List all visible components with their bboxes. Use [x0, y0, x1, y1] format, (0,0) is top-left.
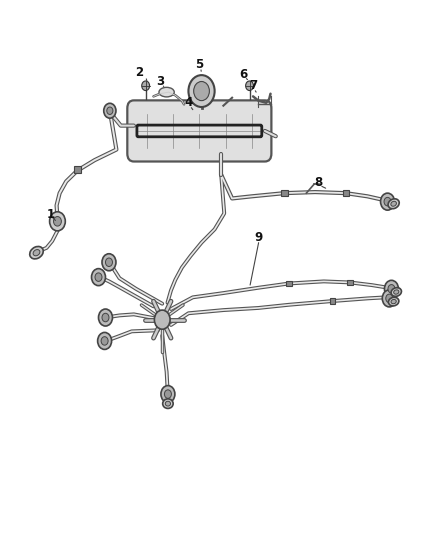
FancyBboxPatch shape — [127, 100, 272, 161]
Bar — [286, 281, 292, 286]
Text: 8: 8 — [314, 176, 323, 189]
Ellipse shape — [159, 87, 174, 97]
Bar — [74, 166, 81, 173]
Circle shape — [53, 216, 61, 226]
Ellipse shape — [162, 399, 173, 408]
Bar — [330, 298, 336, 304]
Text: 5: 5 — [195, 58, 204, 71]
Circle shape — [102, 254, 116, 271]
Circle shape — [246, 81, 254, 91]
Ellipse shape — [391, 300, 396, 304]
Ellipse shape — [389, 297, 399, 306]
Ellipse shape — [388, 199, 399, 209]
Circle shape — [102, 313, 109, 322]
Ellipse shape — [391, 288, 402, 296]
Circle shape — [388, 285, 395, 293]
Circle shape — [107, 107, 113, 115]
Circle shape — [101, 337, 108, 345]
Ellipse shape — [33, 249, 40, 256]
Circle shape — [106, 258, 113, 266]
Ellipse shape — [165, 401, 170, 406]
Circle shape — [92, 269, 106, 286]
Circle shape — [99, 309, 113, 326]
Circle shape — [384, 197, 391, 206]
Circle shape — [386, 294, 393, 303]
Bar — [282, 190, 288, 196]
Circle shape — [154, 310, 170, 329]
Ellipse shape — [394, 290, 399, 294]
Bar — [343, 190, 349, 196]
Circle shape — [95, 273, 102, 281]
Circle shape — [98, 333, 112, 350]
Text: 9: 9 — [254, 231, 262, 244]
Ellipse shape — [30, 246, 43, 259]
Text: 2: 2 — [135, 66, 144, 79]
Circle shape — [385, 280, 399, 297]
Circle shape — [382, 290, 396, 307]
Circle shape — [142, 81, 150, 91]
Text: 3: 3 — [156, 75, 164, 88]
Text: 6: 6 — [239, 68, 247, 80]
Circle shape — [104, 103, 116, 118]
Circle shape — [164, 390, 171, 398]
Circle shape — [188, 75, 215, 107]
Text: 4: 4 — [184, 96, 193, 109]
Bar — [347, 280, 353, 285]
Text: 7: 7 — [249, 79, 257, 92]
Circle shape — [381, 193, 395, 210]
Circle shape — [194, 82, 209, 101]
Circle shape — [49, 212, 65, 231]
Ellipse shape — [391, 201, 396, 206]
Circle shape — [161, 385, 175, 402]
Text: 1: 1 — [47, 208, 55, 221]
